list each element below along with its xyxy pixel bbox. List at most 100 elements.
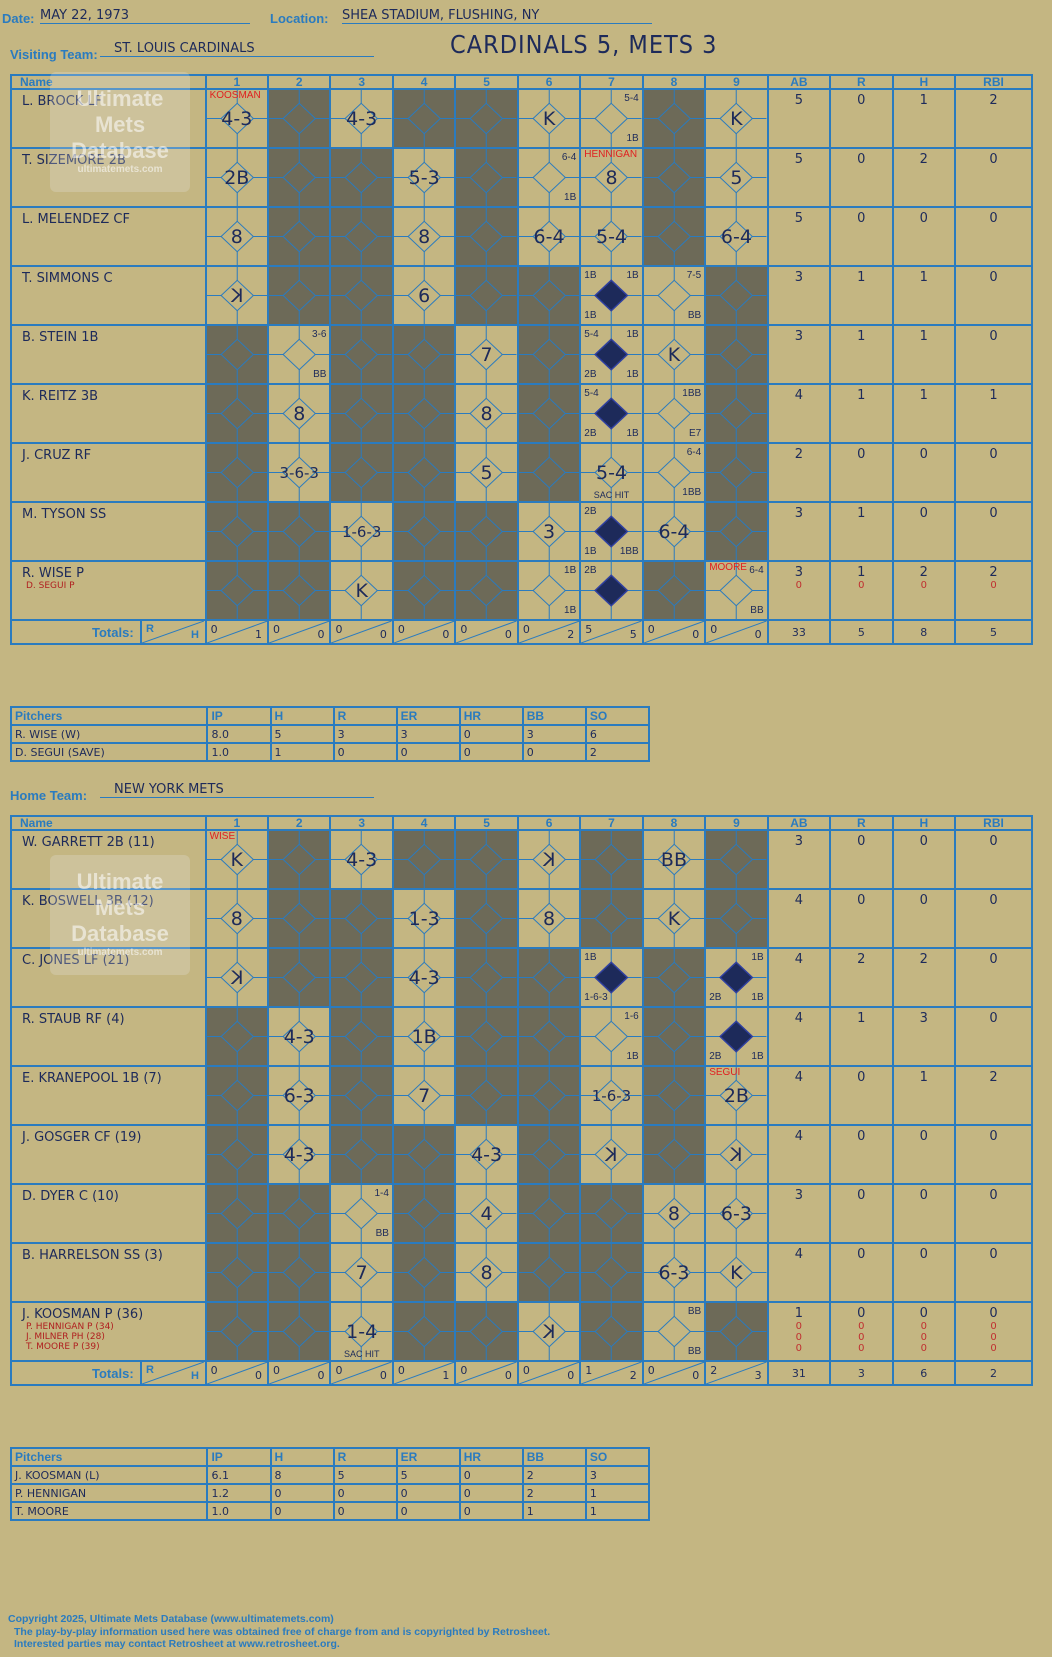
play-result: 1-4	[346, 1320, 378, 1343]
play-result: 8	[230, 907, 243, 930]
batter-row: T. SIZEMORE 2B 2B 5-3 6-4 1B 8 HENNIGAN 5 5 0 2 0	[10, 147, 1033, 208]
batter-rbi: 1	[954, 383, 1033, 444]
baserunning-note: 1B	[751, 1051, 764, 1062]
pitcher-name: P. HENNIGAN	[9, 1483, 209, 1503]
at-bat-cell	[391, 501, 457, 562]
batter-rbi: 0	[954, 829, 1033, 890]
at-bat-cell: 4-3	[391, 947, 457, 1008]
batter-name: L. MELENDEZ CF	[22, 212, 130, 227]
at-bat-cell: K	[329, 560, 394, 621]
at-bat-cell: 1-6-3	[579, 1065, 644, 1126]
substitute-rbi: 0	[990, 1321, 997, 1332]
at-bat-cell: 6-3	[704, 1183, 769, 1244]
substitute-ab: 0	[795, 1332, 803, 1343]
at-bat-cell	[204, 383, 270, 444]
pitcher-stat: 0	[269, 1501, 335, 1521]
substitute-r: 0	[858, 580, 865, 591]
at-bat-cell	[516, 442, 582, 503]
at-bat-cell	[641, 206, 707, 267]
baserunning-note: 2B	[584, 506, 597, 517]
play-result: K	[230, 284, 244, 307]
batter-name: B. STEIN 1B	[22, 330, 99, 345]
name-column-header: Name	[10, 815, 207, 831]
at-bat-cell	[704, 501, 769, 562]
at-bat-cell: 8	[204, 206, 270, 267]
at-bat-cell	[267, 829, 332, 890]
play-result: 1B	[411, 1025, 437, 1048]
batter-r: 1	[829, 265, 894, 326]
play-result: 4-3	[221, 107, 253, 130]
at-bat-cell: 8	[641, 1183, 707, 1244]
pitcher-stat: 0	[458, 1501, 524, 1521]
batter-row: C. JONES LF (21) K 4-3 1B 1-6-3 1B 2B 1B 4 2 2 0	[10, 947, 1033, 1008]
baserunning-note: 2B	[709, 992, 722, 1003]
at-bat-cell	[329, 147, 394, 208]
play-result: 8	[605, 166, 618, 189]
play-result: 5	[480, 461, 493, 484]
play-result: K	[730, 1261, 743, 1284]
batter-h: 1	[891, 324, 957, 385]
batter-rbi: 0	[954, 206, 1033, 267]
play-note: BB	[687, 1346, 702, 1357]
batter-r: 0	[829, 442, 894, 503]
batter-rbi: 0	[954, 1242, 1033, 1303]
batter-ab: 4	[766, 1124, 832, 1185]
pitcher-row: R. WISE (W) 8.0 5 3 3 0 3 6	[9, 724, 651, 744]
total-h: 8	[891, 619, 957, 645]
play-result: 6-4	[658, 520, 690, 543]
at-bat-cell: 2B	[204, 147, 270, 208]
r-column-header: R	[829, 74, 894, 90]
at-bat-cell: BB	[641, 829, 707, 890]
at-bat-cell: K	[516, 829, 582, 890]
batter-r: 1	[829, 324, 894, 385]
pitcher-stat: 5	[269, 724, 335, 744]
batter-ab: 5	[766, 88, 832, 149]
inning-runs: 0	[460, 1364, 468, 1377]
play-result: 2B	[723, 1084, 749, 1107]
play-note: BB	[313, 369, 327, 380]
rbi-column-header: RBI	[954, 815, 1033, 831]
play-note: 6-4	[749, 565, 764, 576]
at-bat-cell: K	[204, 265, 270, 326]
play-result: 2B	[224, 166, 250, 189]
at-bat-cell: K WISE	[204, 829, 270, 890]
inning-hits: 0	[692, 1369, 700, 1382]
batter-rbi: 0	[954, 501, 1033, 562]
inning-header: 7	[579, 74, 644, 90]
inning-runs: 0	[273, 623, 281, 636]
inning-hits: 0	[442, 628, 450, 641]
batter-row: J. GOSGER CF (19) 4-3 4-3 K K 4 0 0 0	[10, 1124, 1033, 1185]
substitute-ab: 0	[795, 1343, 803, 1354]
at-bat-cell	[204, 560, 270, 621]
pitcher-column-header: H	[269, 706, 335, 726]
at-bat-cell: 1-4 SAC HIT	[329, 1301, 394, 1362]
at-bat-cell: 1-4 BB	[329, 1183, 394, 1244]
batter-rbi: 0	[954, 265, 1033, 326]
batter-h: 1	[891, 1065, 957, 1126]
play-result: 4-3	[283, 1143, 315, 1166]
batter-r: 0	[829, 1124, 894, 1185]
at-bat-cell	[516, 1124, 582, 1185]
batter-h: 1	[891, 383, 957, 444]
at-bat-cell	[516, 1242, 582, 1303]
play-note: BB	[687, 310, 702, 321]
pitcher-column-header: IP	[206, 706, 272, 726]
inning-hits: 0	[379, 1369, 387, 1382]
batter-rbi: 2	[954, 1065, 1033, 1126]
batter-name-cell: K. REITZ 3B	[10, 383, 207, 444]
play-note: 1B	[564, 192, 577, 203]
location-label: Location:	[270, 11, 329, 26]
play-result: K	[667, 907, 681, 930]
at-bat-cell	[329, 888, 394, 949]
substitute-r: 0	[858, 1332, 865, 1343]
at-bat-cell	[516, 383, 582, 444]
pitcher-column-header: IP	[206, 1447, 272, 1467]
inning-hits: 0	[504, 628, 512, 641]
at-bat-cell	[516, 947, 582, 1008]
at-bat-cell: 2B SEGUI	[704, 1065, 769, 1126]
at-bat-cell: 7	[391, 1065, 457, 1126]
inning-runs: 0	[210, 623, 218, 636]
